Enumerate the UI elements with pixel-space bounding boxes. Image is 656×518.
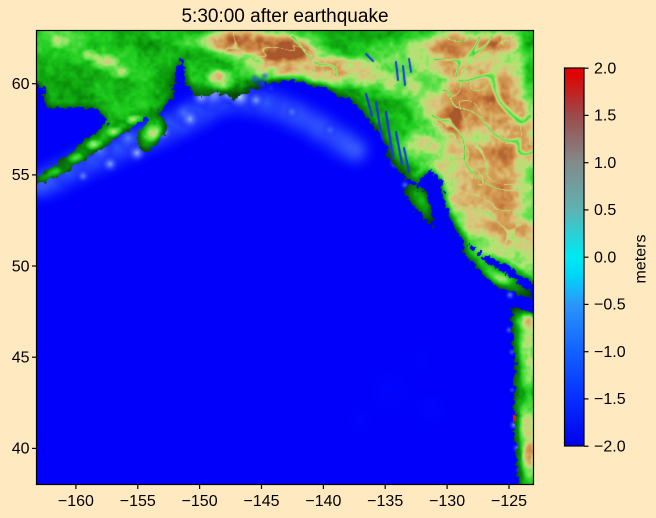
svg-text:45: 45: [12, 350, 30, 367]
svg-text:55: 55: [12, 167, 30, 184]
svg-text:−150: −150: [182, 493, 218, 510]
svg-text:0.0: 0.0: [594, 250, 616, 267]
svg-text:60: 60: [12, 76, 30, 93]
svg-text:−140: −140: [305, 493, 341, 510]
svg-text:−125: −125: [491, 493, 527, 510]
svg-text:2.0: 2.0: [594, 61, 616, 78]
svg-text:−1.5: −1.5: [594, 391, 626, 408]
svg-text:1.5: 1.5: [594, 108, 616, 125]
svg-text:−130: −130: [429, 493, 465, 510]
svg-text:50: 50: [12, 258, 30, 275]
svg-text:−160: −160: [58, 493, 94, 510]
svg-text:−155: −155: [120, 493, 156, 510]
svg-text:−0.5: −0.5: [594, 297, 626, 314]
svg-text:5:30:00 after earthquake: 5:30:00 after earthquake: [181, 6, 388, 27]
svg-text:40: 40: [12, 441, 30, 458]
svg-text:−145: −145: [243, 493, 279, 510]
svg-text:−135: −135: [367, 493, 403, 510]
svg-text:−2.0: −2.0: [594, 439, 626, 456]
svg-text:−1.0: −1.0: [594, 344, 626, 361]
svg-text:meters: meters: [633, 235, 650, 284]
svg-text:1.0: 1.0: [594, 155, 616, 172]
svg-text:0.5: 0.5: [594, 202, 616, 219]
